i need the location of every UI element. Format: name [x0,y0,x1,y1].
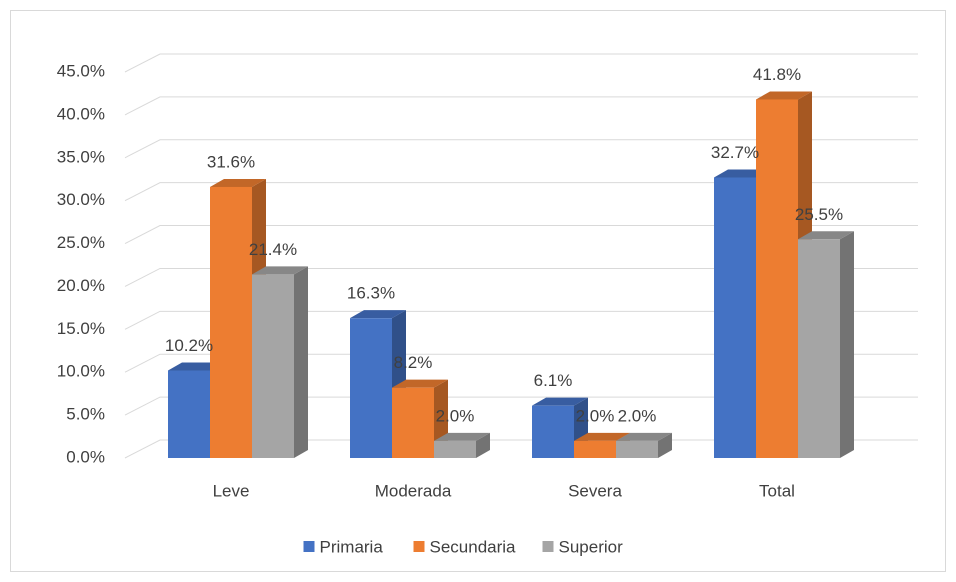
legend-swatch [542,541,554,552]
legend-swatch [413,541,425,552]
bar-top [532,397,588,406]
data-label: 25.5% [795,205,843,224]
y-tick-label: 35.0% [57,147,105,166]
bar-top [798,231,854,240]
y-tick-label: 30.0% [57,190,105,209]
bar-top [574,432,630,441]
legend-label: Superior [559,537,624,556]
bar [252,266,308,458]
bar-top [350,310,406,319]
x-tick-label: Leve [213,481,250,500]
grid-line [124,96,918,116]
y-tick-label: 45.0% [57,61,105,80]
bar-front [392,387,434,458]
grid-line [124,396,918,416]
data-label: 2.0% [618,406,657,425]
grid-line [124,310,918,330]
bar-front [252,274,294,458]
y-tick-label: 40.0% [57,104,105,123]
bar [434,432,490,458]
grid-line [124,225,918,245]
data-label: 16.3% [347,284,395,303]
bar-front [574,440,616,458]
y-tick-label: 10.0% [57,362,105,381]
bar-side [840,231,854,458]
grid-line [124,53,918,73]
grid-line [124,139,918,159]
bar-top [756,91,812,100]
legend-label: Secundaria [430,537,517,556]
bar-front [168,370,210,458]
y-tick-label: 20.0% [57,276,105,295]
legend-label: Primaria [320,537,384,556]
data-label: 2.0% [576,406,615,425]
y-tick-label: 5.0% [66,405,105,424]
bar-front [756,99,798,459]
x-tick-label: Total [759,481,795,500]
bar-top [434,432,490,441]
y-tick-label: 15.0% [57,319,105,338]
bar-front [434,440,476,458]
grid-line [124,353,918,373]
bar-top [392,379,448,388]
data-label: 6.1% [534,371,573,390]
bar-front [616,440,658,458]
data-label: 32.7% [711,143,759,162]
bar-front [532,405,574,458]
legend-swatch [303,541,315,552]
data-label: 21.4% [249,240,297,259]
data-label: 41.8% [753,65,801,84]
bar-front [798,239,840,458]
bar-top [210,178,266,187]
data-label: 2.0% [436,406,475,425]
y-tick-label: 0.0% [66,447,105,466]
x-tick-label: Moderada [375,481,452,500]
data-label: 8.2% [394,353,433,372]
data-label: 31.6% [207,152,255,171]
bar-side [658,432,672,458]
bar-top [252,266,308,275]
x-tick-label: Severa [568,481,622,500]
bar-side [294,266,308,458]
grid-line [124,267,918,287]
grid-line [124,182,918,202]
bar-front [210,186,252,459]
bar-front [714,177,756,459]
bar [616,432,672,458]
y-tick-label: 25.0% [57,233,105,252]
bar-side [476,432,490,458]
bar [798,231,854,458]
bar-front [350,318,392,458]
bar-top [616,432,672,441]
data-label: 10.2% [165,336,213,355]
